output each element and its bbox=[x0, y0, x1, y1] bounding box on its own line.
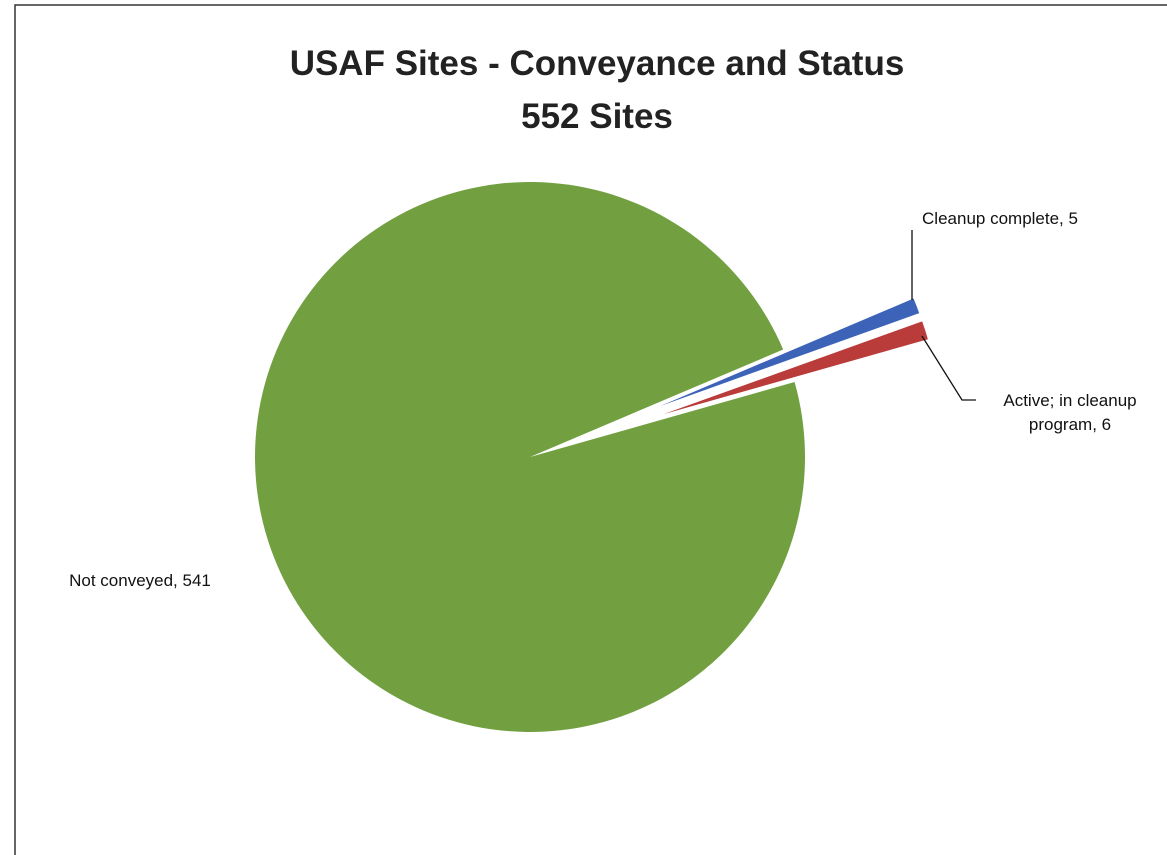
chart-subtitle: 552 Sites bbox=[521, 97, 673, 136]
leader-line bbox=[921, 335, 976, 401]
data-label: Cleanup complete, 5 bbox=[922, 209, 1078, 228]
pie-slice bbox=[254, 181, 805, 732]
data-label-line: program, 6 bbox=[1029, 415, 1111, 434]
pie-slice bbox=[663, 321, 928, 415]
data-label-line: Active; in cleanup bbox=[1003, 391, 1136, 410]
data-label: Active; in cleanup program, 6 bbox=[1003, 391, 1136, 434]
pie-slice bbox=[660, 298, 920, 406]
data-label: Not conveyed, 541 bbox=[69, 571, 211, 590]
chart-title: USAF Sites - Conveyance and Status bbox=[290, 44, 905, 83]
